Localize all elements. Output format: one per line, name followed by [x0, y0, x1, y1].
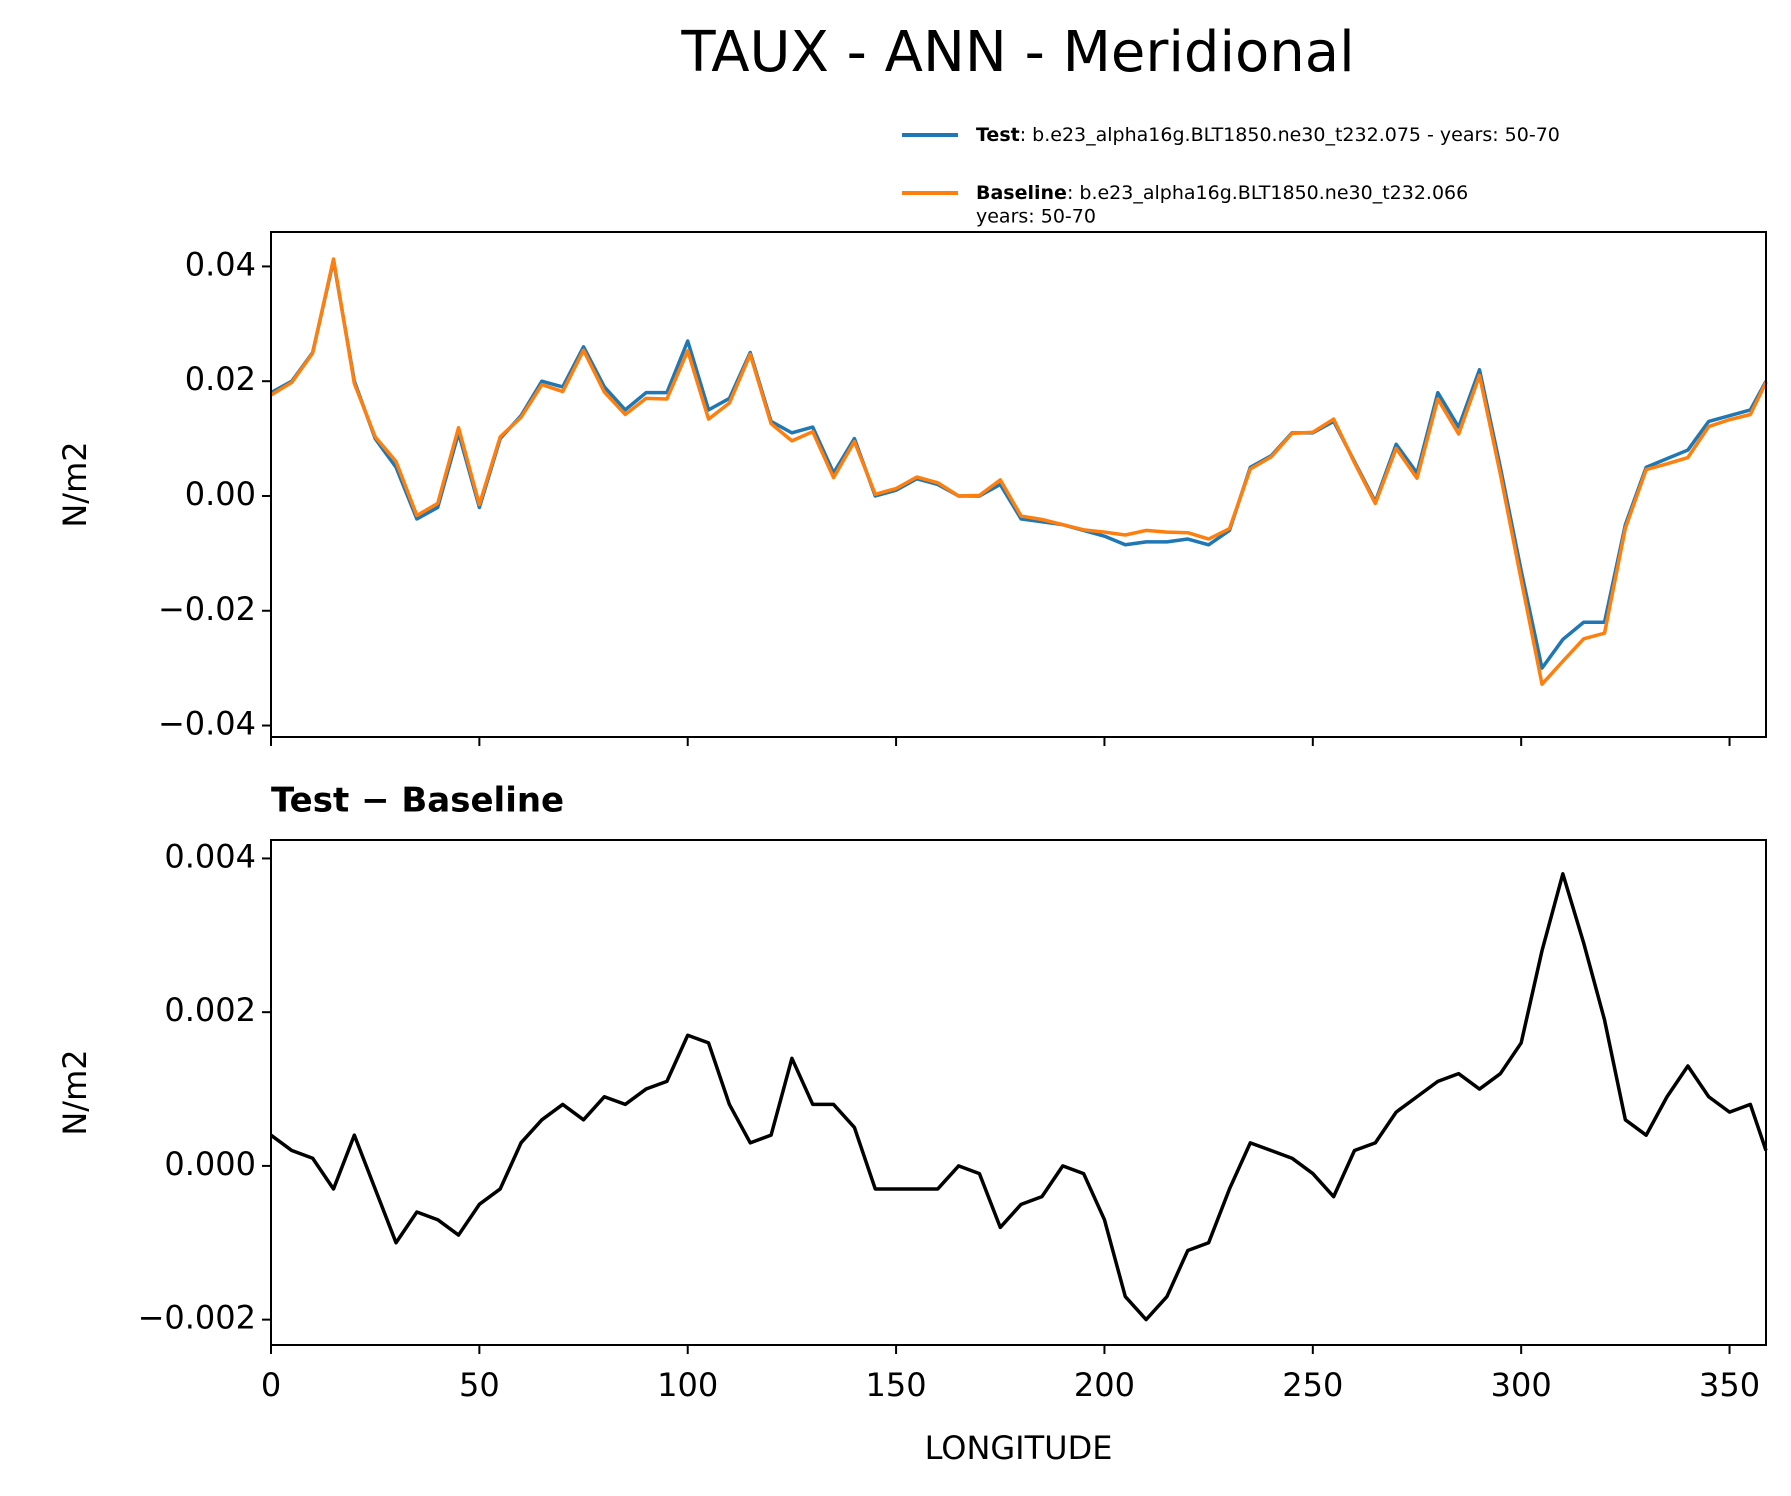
y-tick-label: 0.002: [164, 991, 256, 1029]
series-line: [269, 872, 1768, 1322]
x-tick-label: 350: [1699, 1366, 1760, 1404]
x-tick-label: 300: [1491, 1366, 1552, 1404]
y-tick-label: 0.000: [164, 1145, 256, 1183]
y-tick-label: 0.04: [185, 245, 256, 283]
x-tick-label: 0: [261, 1366, 281, 1404]
y-tick-label: −0.04: [158, 705, 256, 743]
x-tick-label: 200: [1074, 1366, 1135, 1404]
y-tick-label: −0.002: [138, 1299, 256, 1337]
legend-label: Test: b.e23_alpha16g.BLT1850.ne30_t232.0…: [976, 124, 1560, 146]
subplot-title: Test − Baseline: [271, 781, 564, 821]
legend-label: Baseline: b.e23_alpha16g.BLT1850.ne30_t2…: [976, 182, 1468, 204]
y-tick-label: 0.00: [185, 475, 256, 513]
x-tick-label: 250: [1282, 1366, 1343, 1404]
y-axis-label: N/m2: [56, 1049, 94, 1135]
series-line: [270, 258, 1768, 670]
x-tick-label: 50: [459, 1366, 500, 1404]
legend-name: Baseline: [976, 182, 1067, 204]
legend-name: Test: [976, 124, 1020, 146]
x-tick-label: 100: [657, 1366, 718, 1404]
legend-description: : b.e23_alpha16g.BLT1850.ne30_t232.075 -…: [1020, 124, 1560, 146]
legend-description: : b.e23_alpha16g.BLT1850.ne30_t232.066: [1067, 182, 1468, 204]
y-axis-label: N/m2: [56, 441, 94, 527]
axes-frame: [270, 839, 1767, 1346]
x-axis-label: LONGITUDE: [925, 1429, 1113, 1467]
series-line: [270, 257, 1768, 686]
legend-description: years: 50-70: [976, 206, 1096, 228]
x-tick-label: 150: [866, 1366, 927, 1404]
y-tick-label: 0.02: [185, 360, 256, 398]
y-tick-label: −0.02: [158, 590, 256, 628]
axes-frame: [270, 231, 1767, 738]
y-tick-label: 0.004: [164, 837, 256, 875]
figure-title: TAUX - ANN - Meridional: [680, 20, 1354, 85]
